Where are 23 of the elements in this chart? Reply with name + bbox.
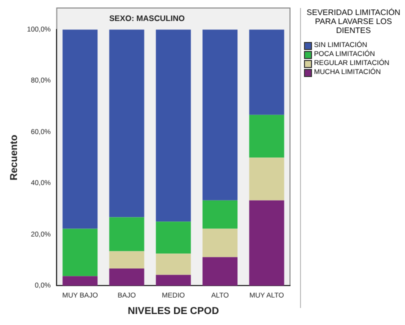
bar [109, 251, 144, 268]
bar [156, 254, 191, 275]
bar [62, 30, 98, 229]
bar [109, 30, 144, 218]
bar [202, 30, 238, 200]
bar [202, 257, 238, 286]
bar [249, 200, 284, 286]
x-axis-title: NIVELES DE CPOD [128, 306, 219, 317]
bar [249, 114, 284, 158]
bar [62, 228, 98, 276]
bar [249, 158, 284, 200]
bar [109, 217, 144, 252]
bar [156, 30, 191, 222]
bar [249, 30, 284, 115]
bar [202, 228, 238, 258]
bar [109, 268, 144, 286]
legend-title: SEVERIDAD LIMITACIÓN PARA LAVARSE LOS DIENTES [306, 8, 402, 35]
y-axis-title: Recuento [8, 134, 20, 180]
chart-title: SEXO: MASCULINO [109, 14, 185, 24]
bar [156, 222, 191, 254]
bar [202, 200, 238, 229]
bar [62, 276, 98, 286]
bar [156, 274, 191, 286]
